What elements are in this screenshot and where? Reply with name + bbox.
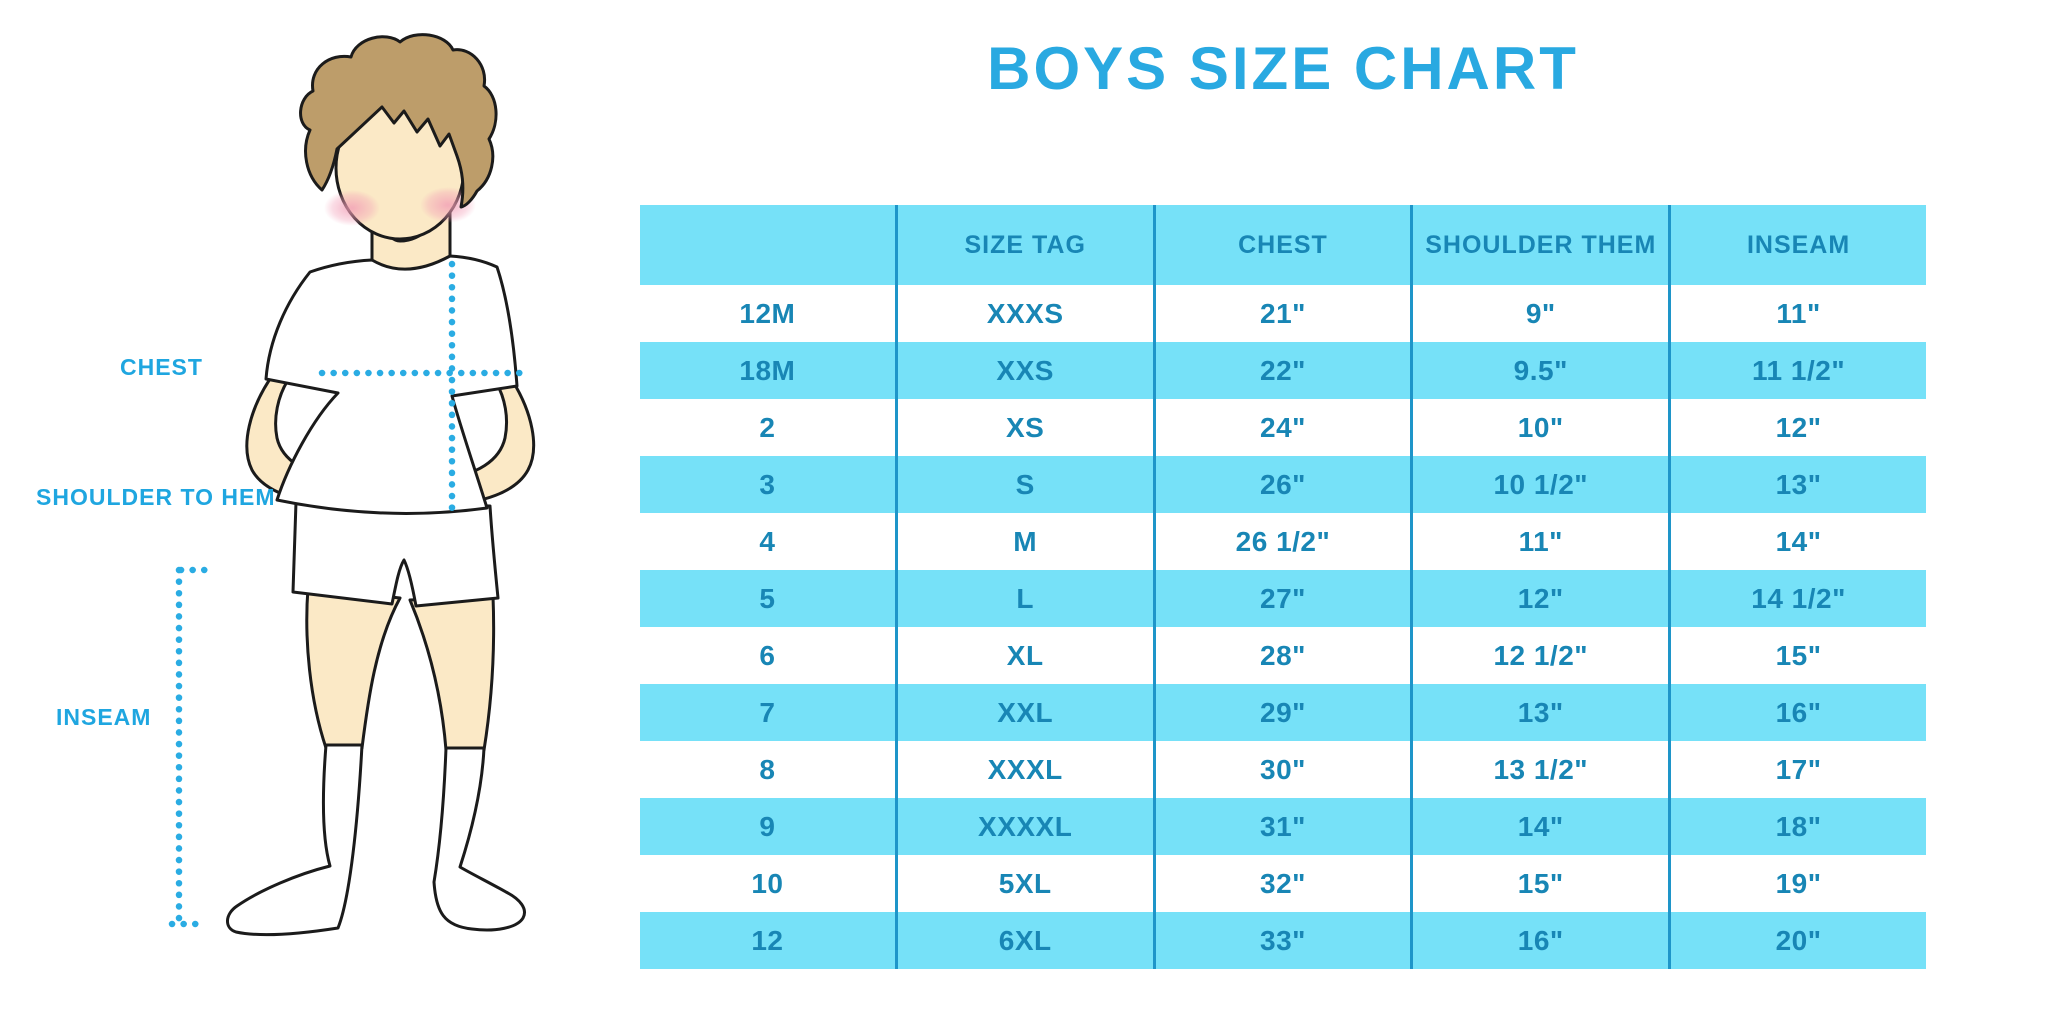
table-cell: 2 xyxy=(640,399,897,456)
table-cell: 10" xyxy=(1410,399,1670,456)
page-title: BOYS SIZE CHART xyxy=(987,35,1579,102)
table-row: 3 S 26" 10 1/2" 13" xyxy=(640,456,1926,513)
table-cell: 8 xyxy=(640,741,897,798)
table-cell: 12" xyxy=(1668,399,1926,456)
table-cell: 22" xyxy=(1152,342,1412,399)
header-cell-inseam: INSEAM xyxy=(1668,205,1926,285)
table-cell: 4 xyxy=(640,513,897,570)
table-cell: L xyxy=(894,570,1155,627)
table-cell: 12 xyxy=(640,912,897,969)
table-row: 18M XXS 22" 9.5" 11 1/2" xyxy=(640,342,1926,399)
table-cell: 14 1/2" xyxy=(1668,570,1926,627)
table-cell: 28" xyxy=(1152,627,1412,684)
table-cell: 11" xyxy=(1668,285,1926,342)
table-cell: XS xyxy=(894,399,1155,456)
table-cell: 10 1/2" xyxy=(1410,456,1670,513)
left-blush xyxy=(324,190,380,226)
table-row: 7 XXL 29" 13" 16" xyxy=(640,684,1926,741)
table-cell: 14" xyxy=(1410,798,1670,855)
table-cell: 7 xyxy=(640,684,897,741)
table-row: 12M XXXS 21" 9" 11" xyxy=(640,285,1926,342)
table-cell: 12M xyxy=(640,285,897,342)
size-chart-table: SIZE TAG CHEST SHOULDER THEM INSEAM 12M … xyxy=(640,205,1926,969)
table-cell: M xyxy=(894,513,1155,570)
table-cell: 9.5" xyxy=(1410,342,1670,399)
right-sock xyxy=(432,746,526,932)
header-cell-chest: CHEST xyxy=(1152,205,1412,285)
shorts xyxy=(291,500,500,608)
table-cell: 21" xyxy=(1152,285,1412,342)
table-cell: XXXS xyxy=(894,285,1155,342)
table-cell: 13" xyxy=(1668,456,1926,513)
table-cell: 11 1/2" xyxy=(1668,342,1926,399)
table-row: 5 L 27" 12" 14 1/2" xyxy=(640,570,1926,627)
table-cell: 12 1/2" xyxy=(1410,627,1670,684)
table-cell: XL xyxy=(894,627,1155,684)
table-cell: 30" xyxy=(1152,741,1412,798)
table-row: 12 6XL 33" 16" 20" xyxy=(640,912,1926,969)
table-cell: 11" xyxy=(1410,513,1670,570)
table-cell: 33" xyxy=(1152,912,1412,969)
right-leg xyxy=(408,594,496,752)
table-cell: 10 xyxy=(640,855,897,912)
table-cell: 27" xyxy=(1152,570,1412,627)
table-cell: 16" xyxy=(1668,684,1926,741)
header-cell-blank xyxy=(640,205,897,285)
header-cell-size-tag: SIZE TAG xyxy=(894,205,1155,285)
table-cell: 9" xyxy=(1410,285,1670,342)
inseam-label: INSEAM xyxy=(56,704,152,730)
table-row: 9 XXXXL 31" 14" 18" xyxy=(640,798,1926,855)
table-cell: 12" xyxy=(1410,570,1670,627)
table-cell: 31" xyxy=(1152,798,1412,855)
table-cell: 6XL xyxy=(894,912,1155,969)
table-cell: 19" xyxy=(1668,855,1926,912)
header-row: SIZE TAG CHEST SHOULDER THEM INSEAM xyxy=(640,205,1926,285)
table-row: 2 XS 24" 10" 12" xyxy=(640,399,1926,456)
table-cell: 14" xyxy=(1668,513,1926,570)
table-cell: 16" xyxy=(1410,912,1670,969)
table-cell: 26 1/2" xyxy=(1152,513,1412,570)
table-cell: 18M xyxy=(640,342,897,399)
table-cell: 5 xyxy=(640,570,897,627)
left-leg xyxy=(305,586,402,750)
table-cell: XXXL xyxy=(894,741,1155,798)
table-cell: 13 1/2" xyxy=(1410,741,1670,798)
table-cell: 17" xyxy=(1668,741,1926,798)
boy-measurement-illustration xyxy=(168,33,536,937)
table-cell: 15" xyxy=(1668,627,1926,684)
left-sock xyxy=(226,743,364,937)
table-row: 6 XL 28" 12 1/2" 15" xyxy=(640,627,1926,684)
table-cell: 9 xyxy=(640,798,897,855)
table-cell: 15" xyxy=(1410,855,1670,912)
table-cell: 5XL xyxy=(894,855,1155,912)
table-cell: 18" xyxy=(1668,798,1926,855)
header-cell-shoulder: SHOULDER THEM xyxy=(1410,205,1670,285)
table-cell: 32" xyxy=(1152,855,1412,912)
hair xyxy=(299,33,498,209)
table-cell: XXS xyxy=(894,342,1155,399)
table-row: 8 XXXL 30" 13 1/2" 17" xyxy=(640,741,1926,798)
table-cell: 6 xyxy=(640,627,897,684)
table-cell: S xyxy=(894,456,1155,513)
table-cell: 29" xyxy=(1152,684,1412,741)
table-row: 10 5XL 32" 15" 19" xyxy=(640,855,1926,912)
table-row: 4 M 26 1/2" 11" 14" xyxy=(640,513,1926,570)
chest-label: CHEST xyxy=(120,354,203,380)
table-cell: 24" xyxy=(1152,399,1412,456)
table-cell: XXL xyxy=(894,684,1155,741)
table-cell: 3 xyxy=(640,456,897,513)
table-cell: 13" xyxy=(1410,684,1670,741)
shoulder-to-hem-label: SHOULDER TO HEM xyxy=(36,484,276,510)
table-cell: XXXXL xyxy=(894,798,1155,855)
table-cell: 26" xyxy=(1152,456,1412,513)
table-cell: 20" xyxy=(1668,912,1926,969)
